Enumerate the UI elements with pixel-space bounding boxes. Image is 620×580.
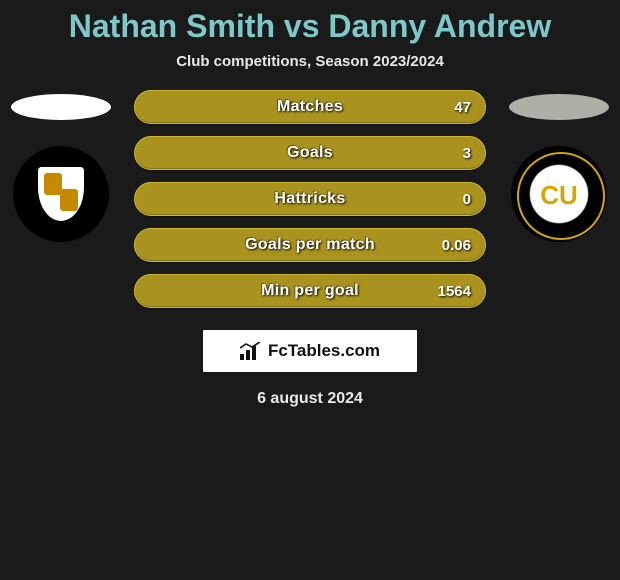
subtitle: Club competitions, Season 2023/2024 [0, 53, 620, 70]
branding-badge[interactable]: FcTables.com [203, 330, 417, 372]
stat-row-gpm: Goals per match 0.06 [134, 228, 486, 262]
stat-value-right: 1564 [438, 283, 471, 300]
date-text: 6 august 2024 [0, 390, 620, 408]
stat-value-right: 47 [454, 99, 471, 116]
stat-row-goals: Goals 3 [134, 136, 486, 170]
stat-value-right: 3 [463, 145, 471, 162]
stat-label: Matches [277, 98, 343, 116]
page-title: Nathan Smith vs Danny Andrew [0, 8, 620, 45]
main-row: Matches 47 Goals 3 Hattricks 0 Goals per… [0, 90, 620, 308]
club-crest-right: CU [511, 146, 607, 242]
branding-text: FcTables.com [268, 341, 380, 361]
stat-value-right: 0.06 [442, 237, 471, 254]
stat-label: Goals per match [245, 236, 375, 254]
club-crest-left [13, 146, 109, 242]
stat-label: Goals [287, 144, 333, 162]
stat-label: Min per goal [261, 282, 359, 300]
stat-row-hattricks: Hattricks 0 [134, 182, 486, 216]
shield-icon [36, 165, 86, 223]
stat-row-mpg: Min per goal 1564 [134, 274, 486, 308]
crest-monogram: CU [540, 180, 578, 211]
right-player-col: CU [504, 90, 614, 242]
stat-row-matches: Matches 47 [134, 90, 486, 124]
player-right-placeholder-oval [509, 94, 609, 120]
bar-chart-icon [240, 342, 262, 360]
stat-label: Hattricks [274, 190, 345, 208]
comparison-card: Nathan Smith vs Danny Andrew Club compet… [0, 0, 620, 408]
stat-value-right: 0 [463, 191, 471, 208]
player-left-placeholder-oval [11, 94, 111, 120]
stats-list: Matches 47 Goals 3 Hattricks 0 Goals per… [134, 90, 486, 308]
left-player-col [6, 90, 116, 242]
